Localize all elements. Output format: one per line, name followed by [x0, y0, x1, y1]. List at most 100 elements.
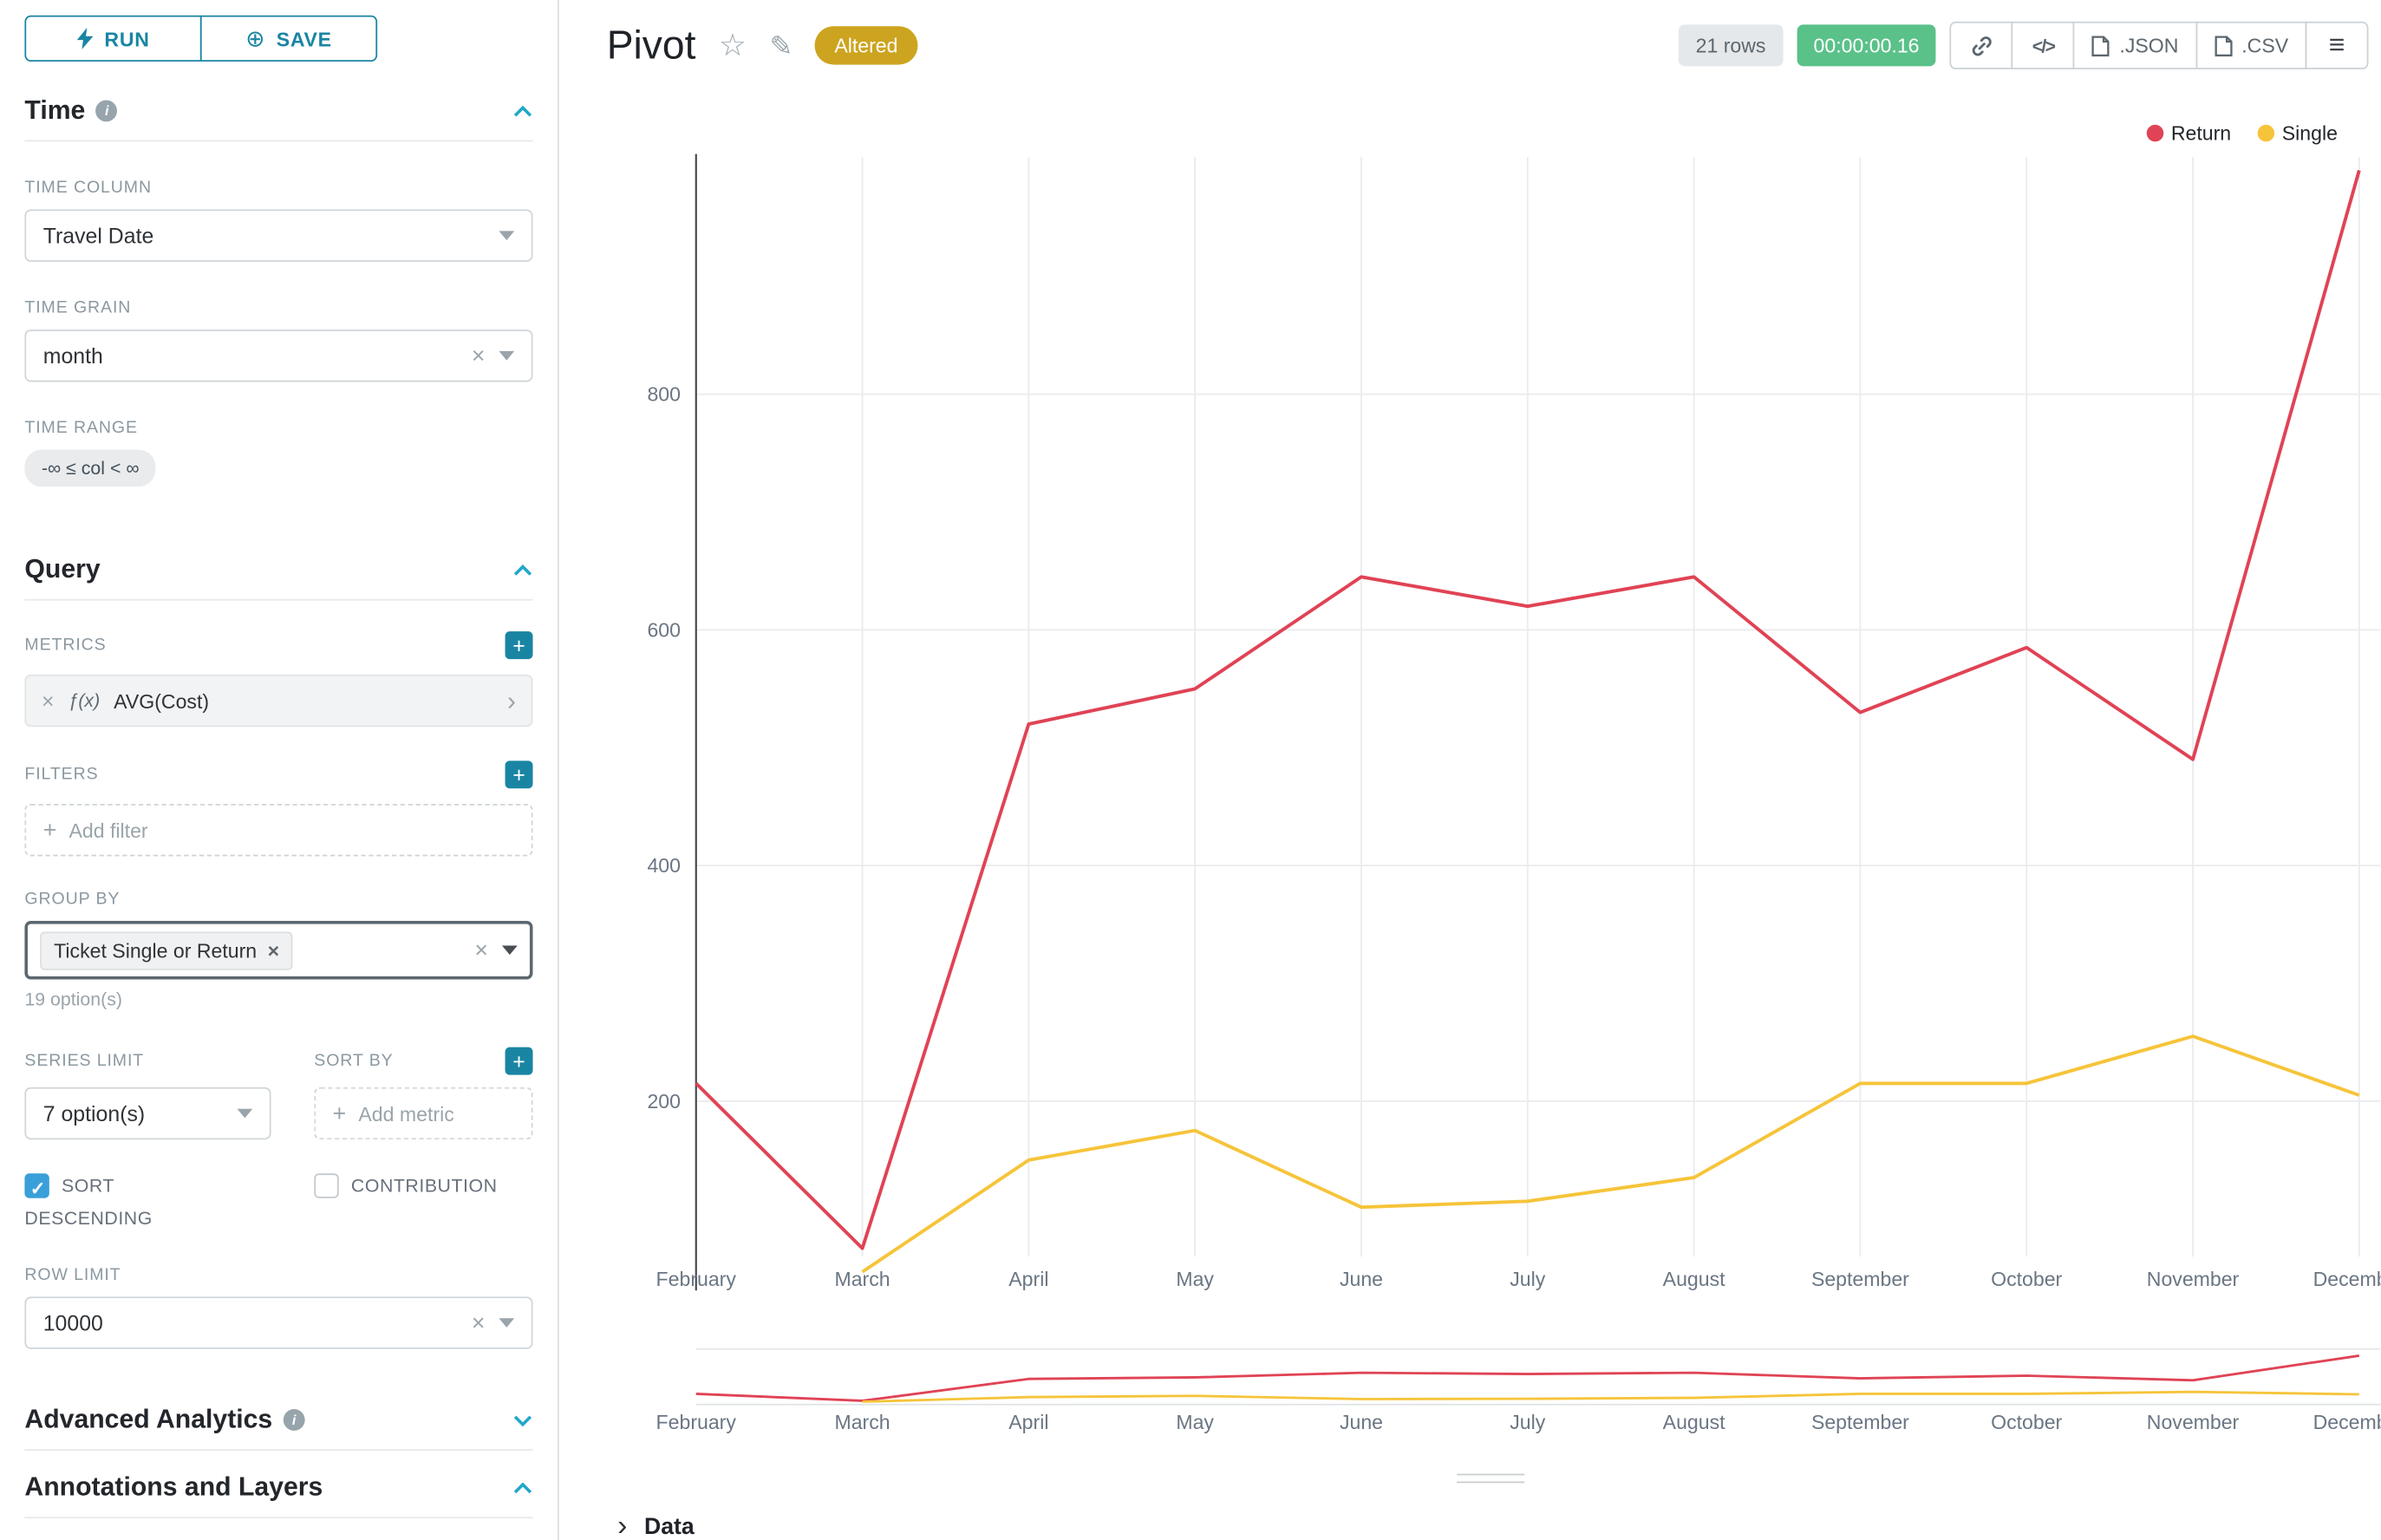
section-header-time[interactable]: Time i: [24, 95, 533, 142]
time-range-pill[interactable]: -∞ ≤ col < ∞: [24, 449, 157, 487]
group-by-select[interactable]: Ticket Single or Return × ×: [24, 921, 533, 980]
section-header-annotations[interactable]: Annotations and Layers: [24, 1472, 533, 1519]
export-csv-button[interactable]: .CSV: [2195, 21, 2307, 69]
save-button[interactable]: ⊕ SAVE: [199, 15, 378, 62]
code-icon: </>: [2032, 34, 2056, 56]
section-title-query: Query: [24, 554, 101, 584]
svg-text:April: April: [1008, 1268, 1048, 1290]
edit-pencil-icon[interactable]: ✎: [769, 29, 793, 62]
chevron-up-icon: [512, 104, 532, 118]
data-panel-title: Data: [643, 1513, 695, 1540]
chart-menu-button[interactable]: ≡: [2305, 21, 2369, 69]
sort-descending-option[interactable]: SORT DESCENDING: [24, 1171, 212, 1236]
chart-header: Pivot ☆ ✎ Altered 21 rows 00:00:00.16: [607, 21, 2369, 69]
export-csv-label: .CSV: [2241, 34, 2289, 57]
section-title-advanced-analytics: Advanced Analytics: [24, 1404, 273, 1434]
contribution-option[interactable]: CONTRIBUTION: [314, 1171, 532, 1203]
mini-chart-range-selector[interactable]: February March April May June July August Septe…: [647, 1343, 2381, 1439]
sort-descending-label: SORT DESCENDING: [24, 1175, 153, 1230]
export-json-button[interactable]: .JSON: [2073, 21, 2197, 69]
hamburger-menu-icon: ≡: [2328, 29, 2345, 61]
chart-panel: Pivot ☆ ✎ Altered 21 rows 00:00:00.16: [560, 0, 2381, 1540]
time-column-value: Travel Date: [42, 223, 154, 248]
row-limit-value: 10000: [42, 1310, 103, 1335]
row-limit-label: ROW LIMIT: [24, 1265, 121, 1285]
altered-badge[interactable]: Altered: [814, 26, 918, 65]
chevron-down-icon: [501, 945, 518, 956]
time-column-label: TIME COLUMN: [24, 179, 152, 198]
chevron-down-icon: [499, 231, 515, 241]
add-filter-plus-button[interactable]: +: [505, 760, 533, 789]
chevron-down-icon: [237, 1108, 253, 1119]
remove-tag-icon[interactable]: ×: [267, 938, 280, 962]
legend-label: Return: [2170, 121, 2232, 145]
svg-text:December: December: [2313, 1268, 2381, 1290]
series-limit-select[interactable]: 7 option(s): [24, 1086, 271, 1140]
sort-by-label: SORT BY: [314, 1052, 394, 1071]
group-by-tag: Ticket Single or Return ×: [40, 930, 294, 969]
row-limit-select[interactable]: 10000 ×: [24, 1296, 533, 1349]
header-toolbar: 21 rows 00:00:00.16 </>: [1679, 21, 2369, 69]
file-icon: [2092, 35, 2110, 56]
data-panel-header[interactable]: › Data: [560, 1500, 2380, 1540]
time-grain-label: TIME GRAIN: [24, 298, 132, 317]
add-sort-metric-plus-button[interactable]: +: [505, 1047, 533, 1075]
svg-text:December: December: [2313, 1411, 2381, 1433]
control-panel: RUN ⊕ SAVE Time i TIME COLUMN Travel Dat…: [0, 0, 559, 1540]
legend-item-return[interactable]: Return: [2146, 121, 2231, 145]
clear-icon[interactable]: ×: [471, 343, 486, 369]
section-header-query[interactable]: Query: [24, 554, 533, 601]
svg-text:November: November: [2147, 1411, 2240, 1433]
row-count-badge: 21 rows: [1679, 24, 1784, 67]
mini-series-line-single: [862, 1390, 2359, 1403]
legend-item-single[interactable]: Single: [2257, 121, 2338, 145]
chevron-right-icon: ›: [617, 1510, 628, 1540]
svg-text:November: November: [2147, 1268, 2240, 1290]
svg-text:400: 400: [647, 854, 681, 877]
svg-text:200: 200: [647, 1090, 681, 1113]
run-button-label: RUN: [104, 27, 150, 50]
time-column-select[interactable]: Travel Date: [24, 209, 533, 262]
plus-icon: +: [332, 1100, 347, 1127]
legend-dot: [2146, 124, 2163, 142]
series-line-return: [695, 169, 2361, 1250]
add-filter-box[interactable]: + Add filter: [24, 804, 533, 857]
add-metric-plus-button[interactable]: +: [505, 631, 533, 660]
filters-label: FILTERS: [24, 765, 99, 784]
contribution-checkbox[interactable]: [314, 1173, 339, 1198]
sort-descending-checkbox[interactable]: [24, 1173, 49, 1206]
share-link-button[interactable]: [1950, 21, 2013, 69]
add-metric-label: Add metric: [358, 1101, 454, 1126]
chart-legend: Return Single: [2146, 121, 2338, 145]
time-range-label: TIME RANGE: [24, 419, 138, 438]
fx-icon: ƒ(x): [68, 689, 101, 712]
svg-text:July: July: [1510, 1411, 1546, 1433]
series-limit-value: 7 option(s): [42, 1100, 146, 1126]
svg-text:March: March: [834, 1411, 890, 1433]
svg-text:800: 800: [647, 383, 681, 406]
caret-right-icon: ›: [506, 686, 516, 715]
metrics-label: METRICS: [24, 636, 107, 655]
legend-label: Single: [2281, 121, 2338, 145]
info-icon: i: [95, 100, 118, 122]
svg-text:June: June: [1340, 1411, 1383, 1433]
panel-resize-handle[interactable]: [1457, 1468, 1525, 1484]
time-grain-select[interactable]: month ×: [24, 330, 533, 382]
data-panel: › Data: [560, 1500, 2380, 1540]
mini-series-line-return: [695, 1354, 2360, 1402]
remove-metric-icon[interactable]: ×: [41, 688, 55, 714]
svg-text:October: October: [1991, 1411, 2062, 1433]
metric-item[interactable]: × ƒ(x) AVG(Cost) ›: [24, 674, 533, 728]
svg-text:August: August: [1663, 1268, 1725, 1290]
add-sort-metric-box[interactable]: + Add metric: [314, 1086, 533, 1140]
view-query-button[interactable]: </>: [2012, 21, 2075, 69]
favorite-star-icon[interactable]: ☆: [719, 28, 747, 62]
run-button[interactable]: RUN: [24, 15, 202, 62]
chevron-down-icon: [499, 350, 515, 361]
clear-icon[interactable]: ×: [471, 1309, 486, 1336]
section-header-advanced-analytics[interactable]: Advanced Analytics i: [24, 1404, 533, 1451]
add-filter-label: Add filter: [68, 818, 148, 842]
clear-icon[interactable]: ×: [474, 936, 488, 963]
